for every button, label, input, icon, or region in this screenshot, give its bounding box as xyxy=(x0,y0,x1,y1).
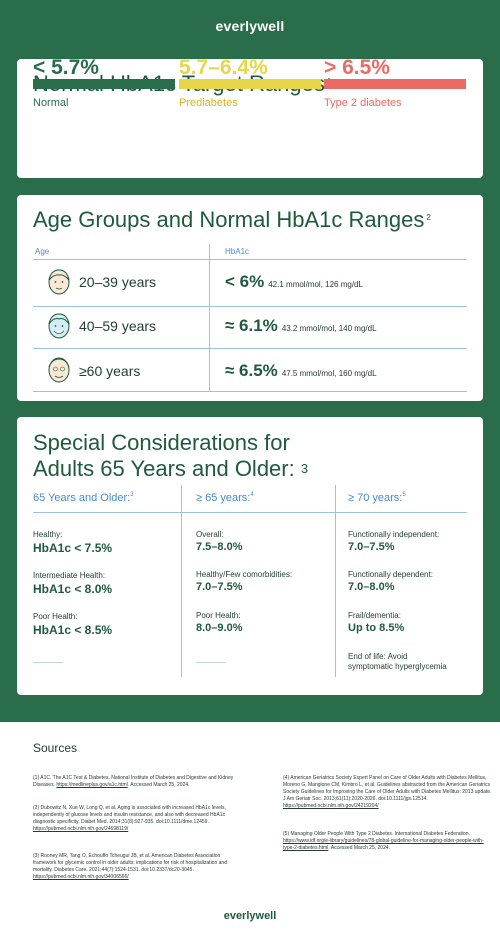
special-considerations-card xyxy=(17,417,483,695)
age-row-3-value: ≈ 6.5% 47.5 mmol/mol, 160 mg/dL xyxy=(225,361,377,380)
divider xyxy=(33,306,467,307)
range-type2-label: Type 2 diabetes xyxy=(324,97,402,109)
source-link[interactable]: https://pubmed.ncbi.nlm.nih.gov/24219204… xyxy=(283,803,379,809)
range-normal-bar xyxy=(33,79,175,89)
special-considerations-title: Special Considerations for Adults 65 Yea… xyxy=(33,430,309,481)
age-row-3-label: ≥60 years xyxy=(79,363,141,379)
range-type2-bar xyxy=(324,79,466,89)
range-prediabetes-bar xyxy=(179,79,321,89)
item-value: Up to 8.5% xyxy=(348,622,405,634)
target-ranges-card xyxy=(17,59,483,178)
divider xyxy=(33,391,467,392)
source-1: (1) A1C. The A1C Test & Diabetes. Nation… xyxy=(33,775,234,788)
item-label: Poor Health: xyxy=(33,612,78,621)
footer-logo[interactable]: everlywell xyxy=(223,910,277,922)
age-column-header: Age xyxy=(35,247,50,256)
item-label: Poor Health: xyxy=(196,611,241,620)
range-prediabetes-value: 5.7–6.4% xyxy=(179,56,268,79)
range-prediabetes: 5.7–6.4% Prediabetes xyxy=(179,57,321,109)
item-label: Healthy/Few comorbidities: xyxy=(196,570,293,579)
item-label: Overall: xyxy=(196,530,224,539)
item-label: Functionally independent: xyxy=(348,530,440,539)
col-header-ge65: ≥ 65 years:4 xyxy=(196,492,254,504)
end-of-life-note: End of life: Avoid symptomatic hyperglyc… xyxy=(348,652,447,671)
source-4: (4) American Geriatrics Society Expert P… xyxy=(283,775,492,809)
source-link[interactable]: https://pubmed.ncbi.nlm.nih.gov/34006566… xyxy=(33,874,129,880)
item-label: Functionally dependent: xyxy=(348,570,433,579)
item-label: Intermediate Health: xyxy=(33,571,106,580)
range-normal-value: < 5.7% xyxy=(33,56,99,79)
item-value: 7.0–7.5% xyxy=(348,541,395,553)
range-prediabetes-label: Prediabetes xyxy=(179,97,238,109)
divider xyxy=(196,662,226,663)
source-link[interactable]: https://www.idf.org/e-library/guidelines… xyxy=(283,838,484,851)
item-value: HbA1c < 8.0% xyxy=(33,582,113,596)
range-normal: < 5.7% Normal xyxy=(33,57,175,109)
divider xyxy=(33,662,63,663)
age-row-2-label: 40–59 years xyxy=(79,318,157,334)
age-row-1-label: 20–39 years xyxy=(79,274,157,290)
item-value: 8.0–9.0% xyxy=(196,622,243,634)
item-value: HbA1c < 7.5% xyxy=(33,541,113,555)
age-row-1-value: < 6% 42.1 mmol/mol, 126 mg/dL xyxy=(225,272,363,291)
item-value: 7.0–8.0% xyxy=(348,581,395,593)
age-row-2-value: ≈ 6.1% 43.2 mmol/mol, 140 mg/dL xyxy=(225,316,377,335)
item-value: HbA1c < 8.5% xyxy=(33,623,113,637)
divider xyxy=(33,259,467,260)
source-5: (5) Managing Older People With Type 2 Di… xyxy=(283,831,484,851)
age-groups-title: Age Groups and Normal HbA1c Ranges 2 xyxy=(33,207,431,232)
hba1c-column-header: HbA1c xyxy=(225,247,250,256)
item-value: 7.5–8.0% xyxy=(196,541,243,553)
source-link[interactable]: https://medlineplus.gov/a1c.html xyxy=(56,782,128,788)
source-2: (2) Dubowitz N, Xue W, Long Q, et al. Ag… xyxy=(33,805,226,832)
item-value: 7.0–7.5% xyxy=(196,581,243,593)
young-face-icon xyxy=(48,269,70,295)
source-3: (3) Rooney MR, Tang O, Echouffo Tcheugui… xyxy=(33,853,227,880)
sources-title: Sources xyxy=(33,741,78,755)
sources-section xyxy=(0,722,500,943)
column-divider xyxy=(181,485,182,677)
range-type2: > 6.5% Type 2 diabetes xyxy=(324,57,466,109)
item-label: Frail/dementia: xyxy=(348,611,401,620)
range-normal-label: Normal xyxy=(33,97,69,109)
divider xyxy=(33,512,467,513)
age-groups-card xyxy=(17,195,483,401)
col-header-ge70: ≥ 70 years:5 xyxy=(348,492,406,504)
brand-logo[interactable]: everlywell xyxy=(215,18,285,34)
middle-age-face-icon xyxy=(48,313,70,339)
item-label: Healthy: xyxy=(33,530,63,539)
col-header-65-older: 65 Years and Older:3 xyxy=(33,492,134,504)
range-type2-value: > 6.5% xyxy=(324,56,390,79)
divider xyxy=(33,348,467,349)
older-face-icon xyxy=(48,357,70,383)
column-divider xyxy=(335,485,336,677)
source-link[interactable]: https://pubmed.ncbi.nlm.nih.gov/24698119… xyxy=(33,826,129,832)
column-divider xyxy=(209,244,210,391)
